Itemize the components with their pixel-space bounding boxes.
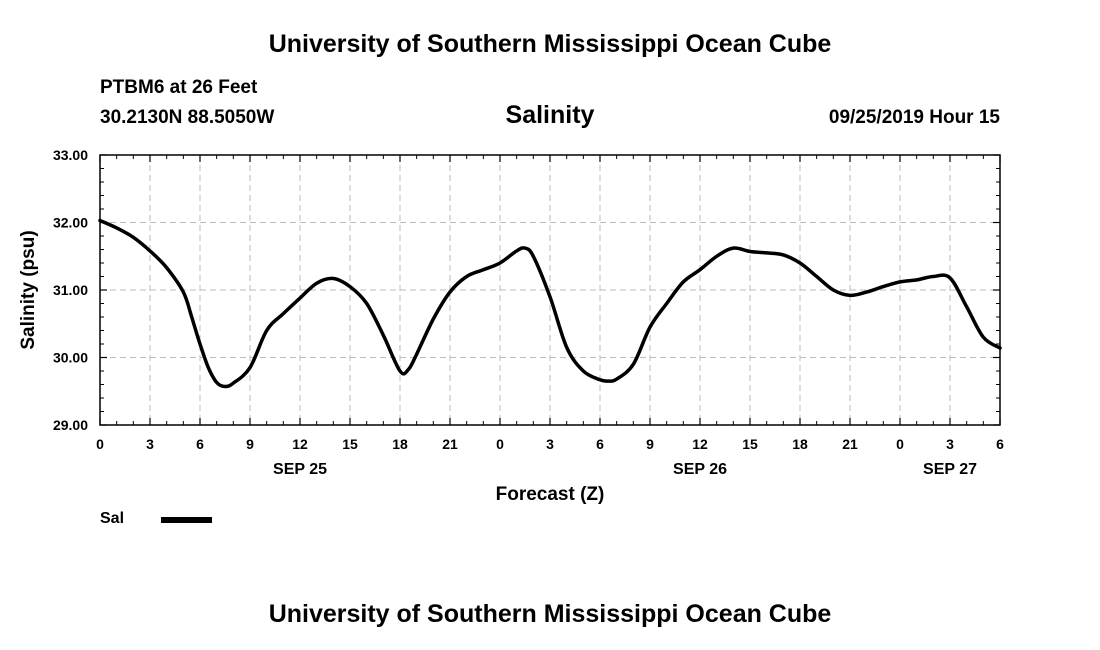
x-tick-label: 6 <box>996 436 1004 452</box>
day-label: SEP 26 <box>673 461 727 478</box>
x-tick-label: 6 <box>196 436 204 452</box>
day-label: SEP 27 <box>923 461 977 478</box>
x-tick-label: 21 <box>842 436 858 452</box>
x-tick-label: 9 <box>646 436 654 452</box>
x-tick-label: 3 <box>546 436 554 452</box>
x-tick-label: 12 <box>692 436 708 452</box>
y-tick-label: 32.00 <box>53 215 88 231</box>
x-tick-label: 18 <box>792 436 808 452</box>
day-label: SEP 25 <box>273 461 327 478</box>
x-tick-label: 18 <box>392 436 408 452</box>
chart-title-bottom: University of Southern Mississippi Ocean… <box>268 600 832 628</box>
x-tick-label: 3 <box>146 436 154 452</box>
y-tick-label: 30.00 <box>53 350 88 366</box>
x-tick-label: 6 <box>596 436 604 452</box>
x-tick-label: 9 <box>246 436 254 452</box>
salinity-series-line <box>98 218 1002 389</box>
y-tick-label: 29.00 <box>53 417 88 433</box>
x-tick-label: 15 <box>342 436 358 452</box>
x-tick-label: 0 <box>896 436 904 452</box>
x-tick-label: 21 <box>442 436 458 452</box>
x-tick-label: 0 <box>496 436 504 452</box>
grid-lines <box>100 155 1000 425</box>
plot-frame <box>99 154 1001 426</box>
x-tick-label: 12 <box>292 436 308 452</box>
chart-title-top: University of Southern Mississippi Ocean… <box>268 30 832 58</box>
station-label: PTBM6 at 26 Feet <box>100 77 258 98</box>
y-tick-label: 33.00 <box>53 147 88 163</box>
axis-labels: 0 3 6 9 12 15 18 21 0 3 6 9 12 15 18 21 0 3 6 29.00 30.00 31.… <box>53 147 1004 478</box>
x-axis-title: Forecast (Z) <box>496 484 605 505</box>
station-coordinates: 30.2130N 88.5050W <box>100 107 275 128</box>
legend-label: Sal <box>100 510 125 527</box>
parameter-title: Salinity <box>505 101 595 129</box>
forecast-datetime: 09/25/2019 Hour 15 <box>828 107 1000 128</box>
x-tick-label: 0 <box>96 436 104 452</box>
y-axis-title: Salinity (psu) <box>18 230 39 349</box>
legend-swatch <box>161 517 212 523</box>
x-tick-label: 3 <box>946 436 954 452</box>
y-tick-label: 31.00 <box>53 282 88 298</box>
x-tick-label: 15 <box>742 436 758 452</box>
